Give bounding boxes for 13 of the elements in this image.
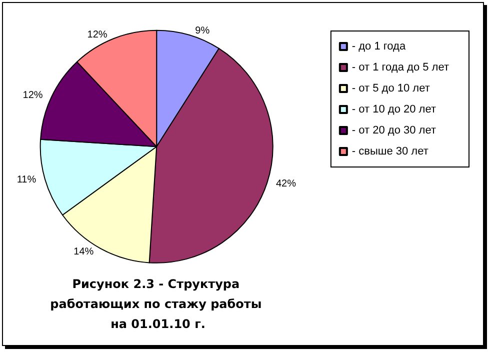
legend-label: - от 10 до 20 лет <box>352 104 436 116</box>
data-label: 14% <box>74 246 94 258</box>
data-label: 9% <box>195 26 210 37</box>
legend-label: - от 1 года до 5 лет <box>352 62 449 74</box>
text: Рисунок 2.3 - Структура работающих по стажу работы на 01.01.10 г. <box>50 277 266 331</box>
data-label: 12% <box>22 90 43 101</box>
legend-label: - от 5 до 10 лет <box>352 82 430 94</box>
legend-label: - до 1 года <box>352 40 406 52</box>
data-label: 42% <box>276 178 296 190</box>
data-label: 12% <box>87 29 108 40</box>
legend-label: - свыше 30 лет <box>352 146 428 158</box>
legend-label: - от 20 до 30 лет <box>352 124 436 136</box>
data-label: 11% <box>16 174 36 186</box>
